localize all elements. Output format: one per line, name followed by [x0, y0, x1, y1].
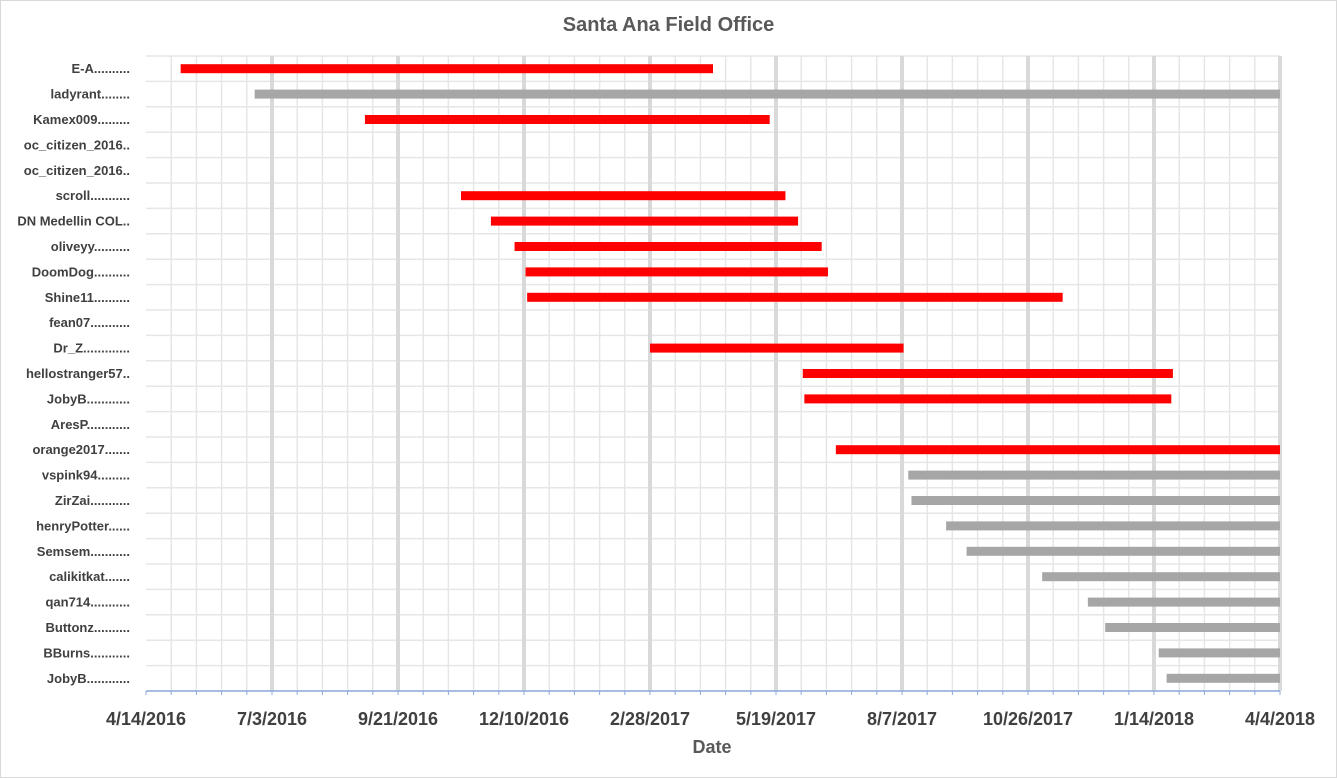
row-label: qan714........... — [45, 595, 130, 610]
row-label: Buttonz.......... — [46, 620, 131, 635]
gantt-bar — [650, 343, 904, 353]
row-label: hellostranger57.. — [26, 366, 130, 381]
gantt-bar — [835, 445, 1280, 455]
x-tick-label: 8/7/2017 — [867, 709, 937, 729]
gantt-bar — [966, 546, 1280, 556]
row-label: henryPotter...... — [36, 518, 130, 533]
row-label: ladyrant........ — [51, 87, 130, 102]
gantt-bar — [527, 292, 1063, 302]
row-label: fean07........... — [49, 315, 130, 330]
row-label: ZirZai........... — [55, 493, 130, 508]
gantt-bar — [180, 64, 713, 74]
x-tick-label: 12/10/2016 — [479, 709, 569, 729]
x-tick-label: 9/21/2016 — [358, 709, 438, 729]
gantt-bar — [911, 496, 1280, 505]
row-label: E-A.......... — [71, 61, 130, 76]
row-label: oliveyy.......... — [51, 239, 130, 254]
gantt-bar — [364, 115, 770, 124]
row-label: scroll........... — [56, 188, 130, 203]
row-label: calikitkat....... — [49, 569, 130, 584]
gantt-bar — [514, 242, 822, 251]
row-label: oc_citizen_2016.. — [24, 137, 130, 152]
gantt-bar — [254, 89, 1280, 99]
gantt-bar — [461, 191, 786, 201]
x-tick-label: 5/19/2017 — [736, 709, 816, 729]
gantt-bar — [1087, 597, 1280, 607]
gantt-bar — [490, 216, 799, 226]
gantt-bar — [1105, 623, 1280, 632]
gantt-bar — [1166, 673, 1280, 683]
row-label: BBurns........... — [43, 645, 130, 660]
x-axis-label: Date — [692, 737, 732, 757]
row-label: AresP............ — [51, 417, 130, 432]
row-label: orange2017....... — [32, 442, 130, 457]
gantt-bar — [525, 267, 828, 277]
x-tick-label: 1/14/2018 — [1114, 709, 1194, 729]
x-tick-label: 4/14/2016 — [106, 709, 186, 729]
row-label: JobyB............ — [47, 671, 130, 686]
x-tick-label: 10/26/2017 — [983, 709, 1073, 729]
row-label: vspink94......... — [42, 468, 130, 483]
row-label: DN Medellin COL.. — [17, 214, 130, 229]
row-label: Shine11.......... — [45, 290, 130, 305]
row-label: oc_citizen_2016.. — [24, 163, 130, 178]
gantt-bar — [1042, 572, 1280, 582]
chart-title: Santa Ana Field Office — [562, 14, 775, 36]
gantt-bar — [908, 470, 1280, 480]
x-tick-label: 4/4/2018 — [1245, 709, 1315, 729]
gantt-bar — [802, 369, 1173, 378]
row-label: Kamex009......... — [33, 112, 130, 127]
x-tick-label: 2/28/2017 — [610, 709, 690, 729]
gantt-bar — [804, 394, 1172, 404]
row-label: DoomDog.......... — [32, 264, 130, 279]
gantt-bar — [946, 521, 1280, 531]
row-label: JobyB............ — [47, 391, 130, 406]
x-tick-label: 7/3/2016 — [237, 709, 307, 729]
gantt-bar — [1158, 648, 1280, 658]
row-label: Semsem........... — [37, 544, 130, 559]
row-label: Dr_Z............. — [53, 341, 130, 356]
